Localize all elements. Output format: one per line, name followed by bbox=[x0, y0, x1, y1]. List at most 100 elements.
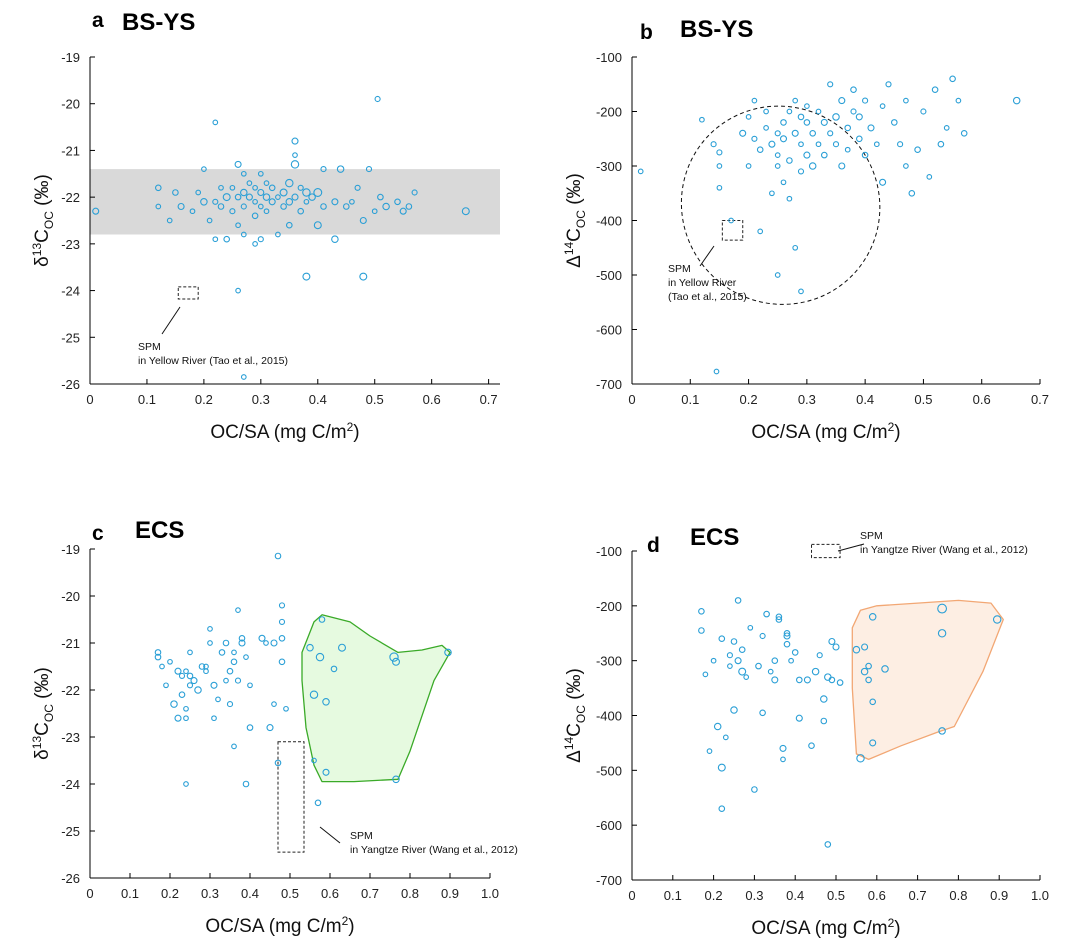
panel-a-letter: a bbox=[92, 9, 104, 32]
data-point bbox=[791, 129, 799, 137]
data-point bbox=[275, 231, 281, 238]
panel-a-x-tick-label: 0 bbox=[86, 392, 93, 407]
panel-d-y-axis-title: Δ14COC (‰) bbox=[562, 668, 588, 763]
data-point bbox=[763, 610, 770, 618]
panel-c-x-tick-label: 0.2 bbox=[161, 886, 179, 901]
panel-c-y-axis-title: δ13COC (‰) bbox=[30, 667, 56, 760]
panel-d-y-tick-label: -100 bbox=[596, 544, 622, 559]
data-point bbox=[955, 97, 962, 104]
data-point bbox=[257, 170, 264, 177]
data-point bbox=[795, 676, 803, 684]
panel-b-y-tick-label: -700 bbox=[596, 377, 622, 392]
panel-d-x-axis-title: OC/SA (mg C/m2) bbox=[751, 916, 900, 939]
data-point bbox=[394, 198, 401, 206]
data-point bbox=[743, 674, 750, 680]
panel-a-y-tick-label: -22 bbox=[61, 190, 80, 205]
panel-d-annotation-leader bbox=[837, 543, 865, 552]
data-point bbox=[240, 374, 247, 380]
data-point bbox=[235, 222, 241, 229]
data-point bbox=[187, 649, 193, 656]
data-point bbox=[786, 157, 793, 164]
data-point bbox=[908, 189, 916, 197]
annotation-line: SPM bbox=[668, 263, 691, 275]
data-point bbox=[771, 676, 779, 684]
data-point bbox=[331, 235, 339, 243]
panel-b-x-tick-label: 0.7 bbox=[1031, 392, 1049, 407]
data-point bbox=[163, 682, 169, 689]
panel-c-y-tick-label: -23 bbox=[61, 730, 80, 745]
data-point bbox=[263, 208, 270, 215]
data-point bbox=[751, 786, 758, 793]
data-point bbox=[246, 724, 254, 731]
panel-a-y-tick-label: -26 bbox=[61, 377, 80, 392]
panel-d-x-tick-label: 0.4 bbox=[786, 888, 804, 903]
data-point bbox=[266, 724, 274, 732]
x-axis-title-part: OC/SA (mg C/m bbox=[751, 918, 887, 939]
data-point bbox=[246, 180, 253, 186]
data-point bbox=[391, 657, 400, 666]
data-point bbox=[815, 108, 822, 115]
data-point bbox=[820, 151, 828, 159]
data-point bbox=[734, 657, 742, 665]
data-point bbox=[155, 203, 162, 210]
data-point bbox=[337, 643, 346, 652]
data-point bbox=[798, 141, 804, 148]
data-point bbox=[349, 198, 355, 205]
annotation-line: SPM bbox=[350, 830, 373, 842]
data-point bbox=[278, 618, 286, 625]
data-point bbox=[798, 288, 804, 295]
data-point bbox=[359, 272, 368, 281]
data-point bbox=[763, 125, 769, 131]
data-point bbox=[201, 166, 207, 172]
panel-c-letter: c bbox=[92, 522, 104, 545]
data-point bbox=[186, 672, 194, 680]
data-point bbox=[411, 189, 418, 196]
panel-a-x-tick-label: 0.3 bbox=[252, 392, 270, 407]
data-point bbox=[718, 805, 726, 813]
data-point bbox=[728, 217, 734, 224]
data-point bbox=[230, 658, 238, 666]
data-point bbox=[331, 198, 339, 206]
data-point bbox=[183, 668, 189, 675]
data-point bbox=[235, 287, 241, 294]
data-point bbox=[949, 75, 956, 83]
data-point bbox=[774, 163, 781, 169]
data-point bbox=[783, 640, 791, 648]
data-point bbox=[235, 607, 241, 613]
panel-c-x-axis-title: OC/SA (mg C/m2) bbox=[205, 914, 354, 937]
data-point bbox=[809, 129, 817, 137]
panel-a-x-tick-label: 0.5 bbox=[366, 392, 384, 407]
panel-c-x-tick-label: 0.5 bbox=[281, 886, 299, 901]
y-axis-title-part: OC bbox=[42, 704, 56, 722]
data-point bbox=[795, 714, 803, 722]
data-point bbox=[377, 193, 384, 201]
panel-b-y-tick-label: -500 bbox=[596, 268, 622, 283]
data-point bbox=[212, 236, 219, 243]
data-point bbox=[788, 657, 794, 664]
x-axis-title-part: ) bbox=[894, 918, 900, 939]
data-point bbox=[371, 208, 378, 215]
data-point bbox=[279, 188, 288, 197]
panel-a-y-tick-label: -21 bbox=[61, 143, 80, 158]
data-point bbox=[174, 667, 182, 675]
data-point bbox=[203, 668, 209, 675]
panel-c-y-tick-label: -20 bbox=[61, 589, 80, 604]
y-axis-title-part: C bbox=[564, 723, 585, 737]
annotation-line: in Yangtze River (Wang et al., 2012) bbox=[860, 544, 1028, 556]
data-point bbox=[291, 137, 299, 145]
panel-d-y-tick-label: -300 bbox=[596, 654, 622, 669]
data-point bbox=[838, 97, 846, 105]
data-point bbox=[240, 231, 247, 238]
panel-c-x-tick-label: 0.1 bbox=[121, 886, 139, 901]
data-point bbox=[803, 676, 811, 684]
panel-a-title: BS-YS bbox=[122, 9, 195, 36]
data-point bbox=[263, 180, 270, 186]
data-point bbox=[365, 166, 373, 173]
panel-c-x-tick-label: 0.6 bbox=[321, 886, 339, 901]
data-point bbox=[769, 190, 775, 197]
data-point bbox=[217, 203, 225, 210]
data-point bbox=[311, 757, 317, 764]
data-point bbox=[278, 634, 286, 642]
data-point bbox=[836, 679, 844, 686]
y-axis-title-part: C bbox=[32, 229, 53, 243]
